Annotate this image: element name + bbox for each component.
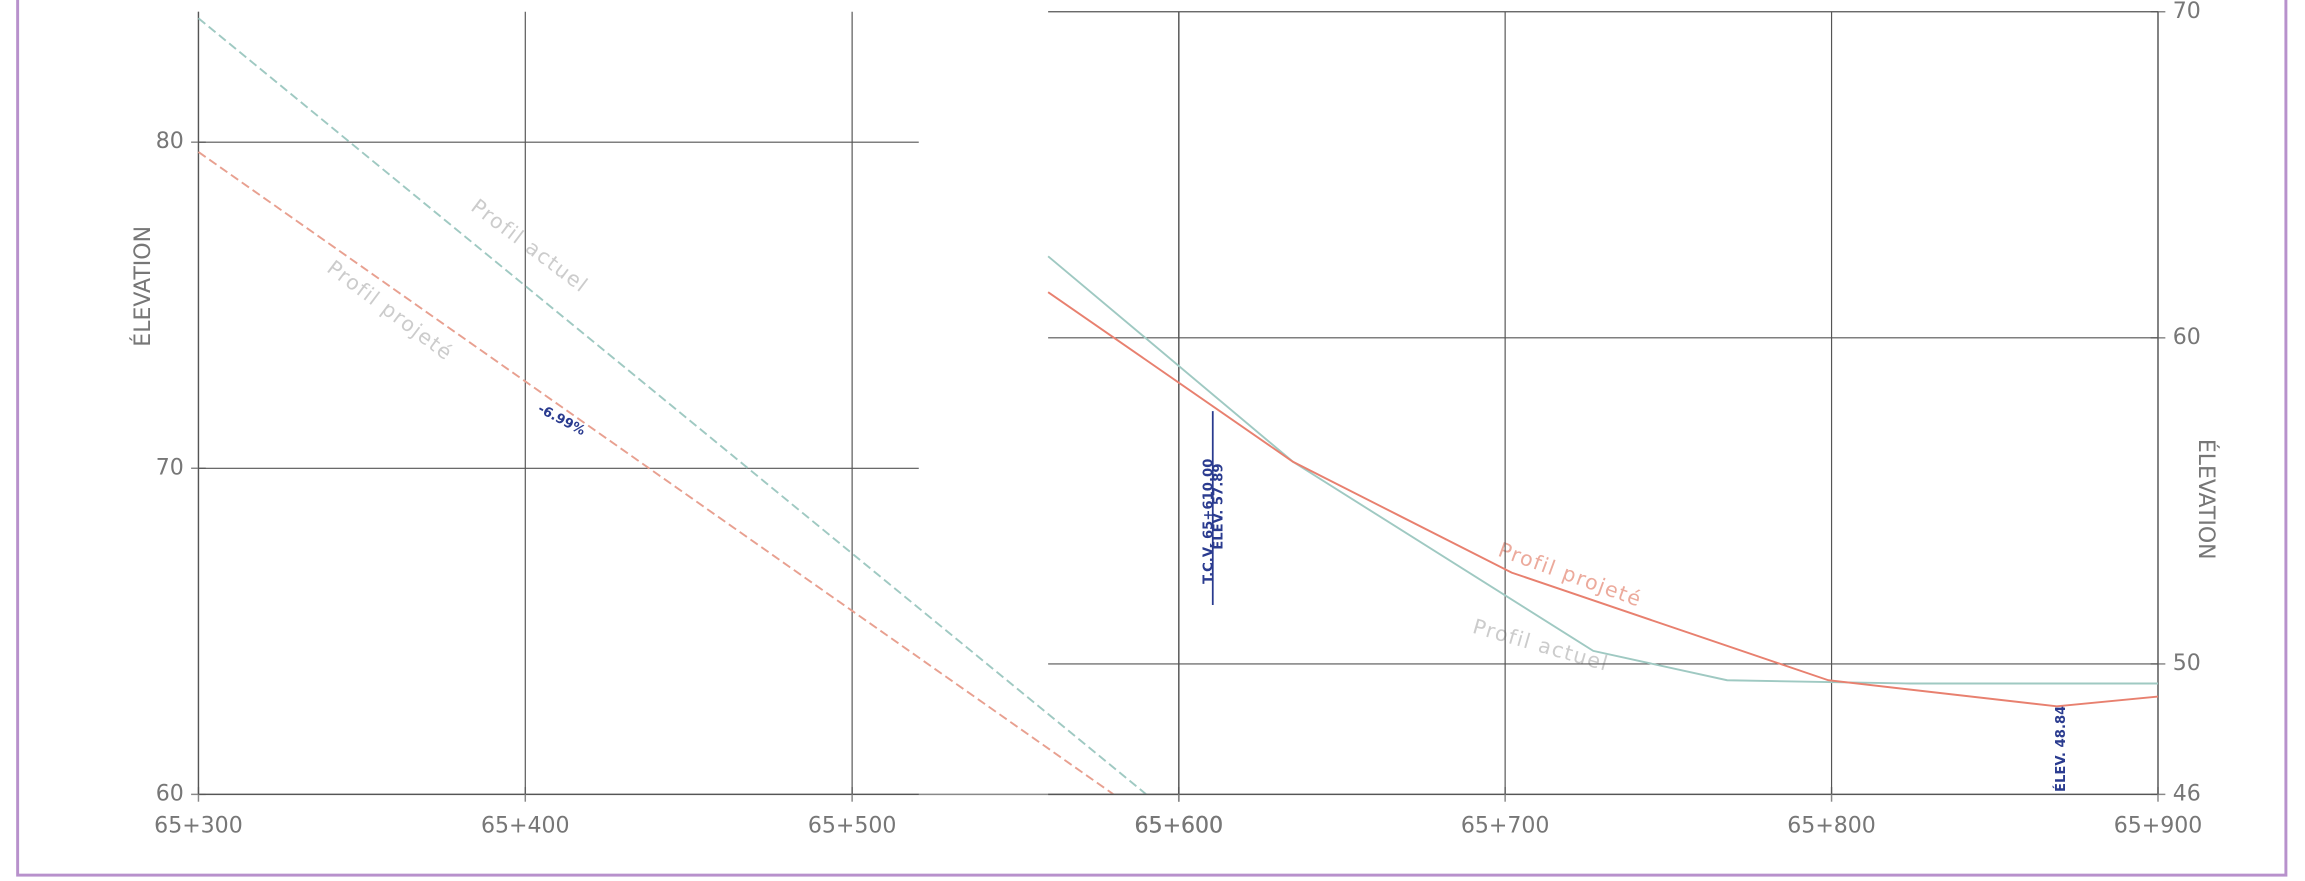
series-label: Profil actuel xyxy=(467,194,593,297)
y-tick-label: 70 xyxy=(156,455,184,480)
x-tick-label: 65+700 xyxy=(1461,814,1550,839)
y-tick-label: 70 xyxy=(2173,0,2201,24)
series-label: Profil projeté xyxy=(323,255,458,365)
series-line xyxy=(1047,291,2159,708)
x-tick-label: 65+500 xyxy=(808,814,897,839)
y-tick-label: 60 xyxy=(2173,325,2201,350)
x-tick-label: 65+300 xyxy=(154,814,243,839)
y-tick-label: 80 xyxy=(156,129,184,154)
series-line xyxy=(197,151,1115,796)
x-tick-label: 65+400 xyxy=(481,814,570,839)
x-tick-label: 65+600 xyxy=(1135,814,1224,839)
x-tick-label: 65+800 xyxy=(1787,814,1876,839)
y-tick-label: 60 xyxy=(156,781,184,806)
elevation-label: ÉLEV. 48.84 xyxy=(2052,706,2069,792)
elevation-label: ÉLEV. 57.89 xyxy=(1210,463,1227,549)
y-axis-label: ÉLEVATION xyxy=(2193,439,2219,560)
x-tick-label: 65+600 xyxy=(1134,814,1223,839)
series-line xyxy=(197,17,1147,796)
y-tick-label: 46 xyxy=(2173,781,2201,806)
series-label: Profil actuel xyxy=(1470,614,1611,676)
series-line xyxy=(1047,255,2158,685)
frame xyxy=(16,0,2288,877)
y-tick-label: 50 xyxy=(2173,651,2201,676)
x-tick-label: 65+900 xyxy=(2114,814,2203,839)
y-axis-label: ÉLEVATION xyxy=(130,226,156,347)
